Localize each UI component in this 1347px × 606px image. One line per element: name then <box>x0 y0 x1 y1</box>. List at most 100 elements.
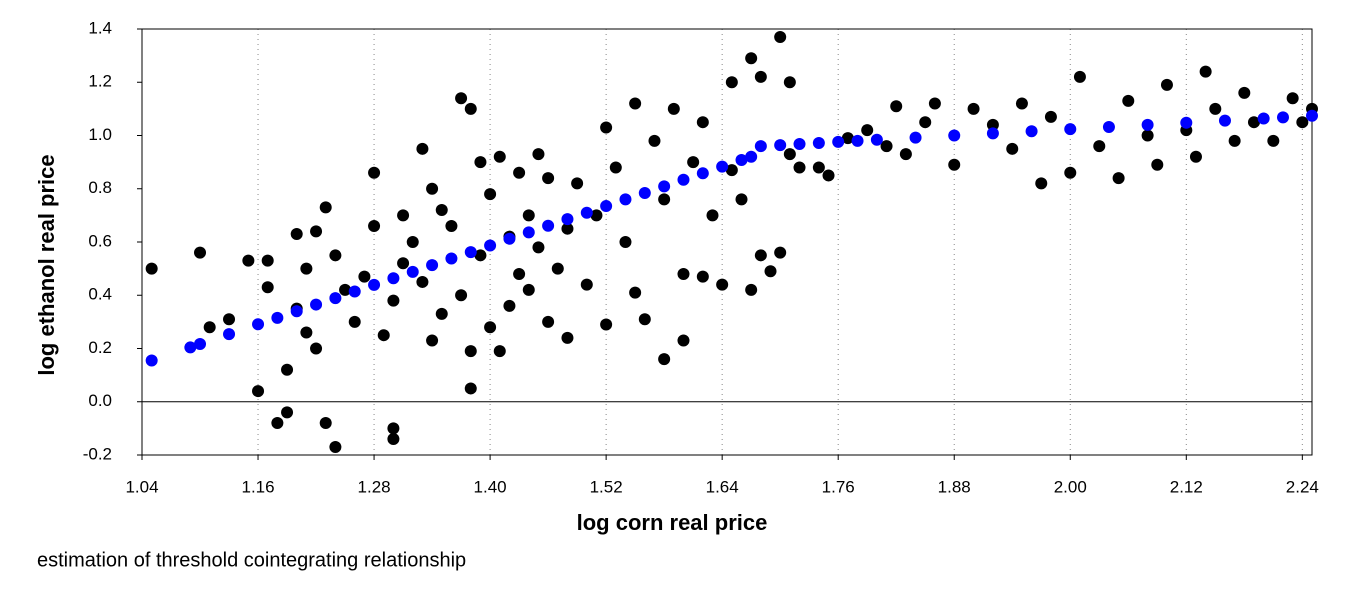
point <box>1112 172 1125 185</box>
point <box>445 252 458 265</box>
point <box>629 97 642 110</box>
point <box>387 433 400 446</box>
point <box>474 156 487 169</box>
x-tick-label: 1.64 <box>706 477 739 496</box>
point <box>1296 116 1309 129</box>
point <box>648 134 661 147</box>
point <box>580 278 593 291</box>
point <box>464 246 477 259</box>
point <box>1160 78 1173 91</box>
point <box>290 305 303 318</box>
point <box>300 326 313 339</box>
x-tick-label: 1.28 <box>358 477 391 496</box>
point <box>1073 70 1086 83</box>
point <box>435 204 448 217</box>
point <box>339 283 352 296</box>
point <box>368 278 381 291</box>
point <box>774 139 787 152</box>
point <box>329 292 342 305</box>
point <box>300 262 313 275</box>
point <box>387 294 400 307</box>
point <box>1257 112 1270 125</box>
point <box>600 318 613 331</box>
point <box>1064 166 1077 179</box>
point <box>716 160 729 173</box>
point <box>329 441 342 454</box>
point <box>609 161 622 174</box>
point <box>948 158 961 171</box>
point <box>464 102 477 115</box>
caption: estimation of threshold cointegrating re… <box>37 549 466 571</box>
point <box>899 148 912 161</box>
point <box>484 188 497 201</box>
point <box>426 182 439 195</box>
point <box>522 283 535 296</box>
point <box>252 318 265 331</box>
point <box>445 220 458 233</box>
point <box>426 259 439 272</box>
point <box>203 321 216 334</box>
point <box>455 92 468 105</box>
point <box>368 166 381 179</box>
point <box>754 140 767 153</box>
point <box>493 345 506 358</box>
y-tick-label: 0.2 <box>88 338 112 357</box>
point <box>1189 150 1202 163</box>
y-tick-label: 0.8 <box>88 178 112 197</box>
point <box>687 156 700 169</box>
point <box>1199 65 1212 78</box>
point <box>455 289 468 302</box>
point <box>793 161 806 174</box>
point <box>706 209 719 222</box>
point <box>1025 125 1038 138</box>
y-tick-label: 1.4 <box>88 18 112 37</box>
point <box>967 102 980 115</box>
point <box>329 249 342 262</box>
point <box>561 222 574 235</box>
point <box>1006 142 1019 155</box>
point <box>735 193 748 206</box>
point <box>658 180 671 193</box>
x-tick-label: 1.40 <box>474 477 507 496</box>
plot-frame <box>141 28 1313 456</box>
y-tick-label: 0.0 <box>88 391 112 410</box>
point <box>745 283 758 296</box>
point <box>667 102 680 115</box>
point <box>1180 116 1193 129</box>
point <box>368 220 381 233</box>
x-tick-label: 1.16 <box>241 477 274 496</box>
point <box>348 285 361 298</box>
point <box>580 206 593 219</box>
x-tick-label: 2.00 <box>1054 477 1087 496</box>
point <box>629 286 642 299</box>
point <box>1044 110 1057 123</box>
point <box>397 209 410 222</box>
point <box>310 225 323 238</box>
point <box>145 262 158 275</box>
point <box>725 76 738 89</box>
point <box>986 127 999 140</box>
point <box>223 328 236 341</box>
point <box>194 246 207 259</box>
point <box>464 345 477 358</box>
point <box>271 417 284 430</box>
point <box>1286 92 1299 105</box>
point <box>561 213 574 226</box>
point <box>542 219 555 232</box>
point <box>1209 102 1222 115</box>
point <box>638 313 651 326</box>
y-tick-label: 0.4 <box>88 285 112 304</box>
point <box>435 307 448 320</box>
point <box>242 254 255 267</box>
point <box>793 138 806 151</box>
y-tick-label: -0.2 <box>83 444 112 463</box>
point <box>426 334 439 347</box>
point <box>909 131 922 144</box>
point <box>658 353 671 366</box>
point <box>513 166 526 179</box>
point <box>261 281 274 294</box>
point <box>986 118 999 131</box>
point <box>484 321 497 334</box>
point <box>358 270 371 283</box>
